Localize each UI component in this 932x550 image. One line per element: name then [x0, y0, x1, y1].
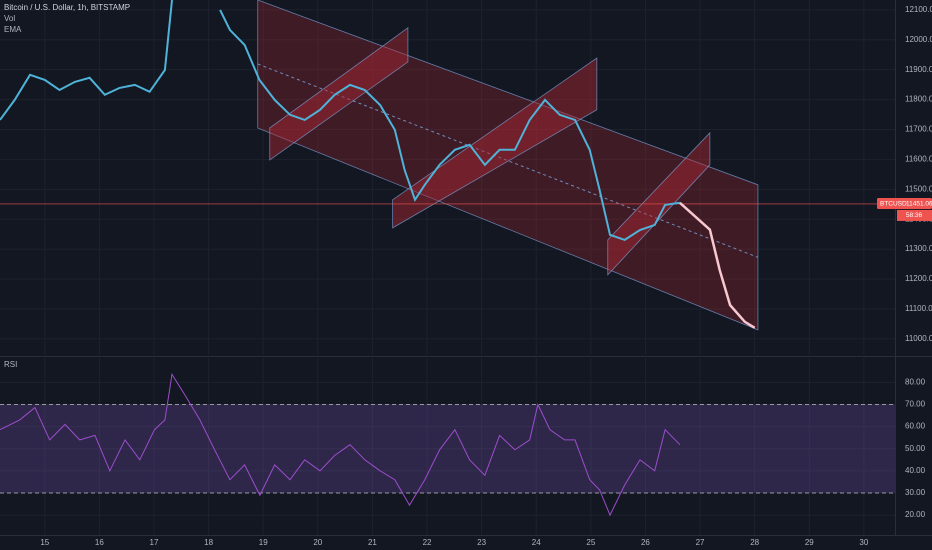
y-tick-label: 50.00	[905, 444, 926, 453]
x-tick-label: 29	[805, 538, 814, 547]
x-tick-label: 30	[859, 538, 868, 547]
x-tick-label: 26	[641, 538, 650, 547]
rsi-pane	[0, 372, 895, 517]
countdown-box	[897, 209, 932, 221]
axes: 15 16 17 18 19 20 21 22 23 24 25 26 27 28 29 30 11000.00…	[40, 5, 932, 547]
y-tick-label: 30.00	[905, 488, 926, 497]
price-pane	[0, 0, 895, 331]
y-tick-label: 80.00	[905, 377, 926, 386]
x-tick-label: 27	[696, 538, 705, 547]
x-tick-label: 28	[750, 538, 759, 547]
series-line	[0, 372, 681, 517]
price-label: 11451.06	[906, 201, 932, 208]
x-tick-label: 18	[204, 538, 213, 547]
countdown-label: 58:36	[906, 212, 923, 219]
grid	[0, 0, 895, 535]
y-tick-label: 11800.00	[905, 95, 932, 104]
x-tick-label: 23	[477, 538, 486, 547]
chart-title: Bitcoin / U.S. Dollar, 1h, BITSTAMP	[4, 3, 130, 12]
y-tick-label: 11600.00	[905, 155, 932, 164]
x-tick-label: 24	[532, 538, 541, 547]
price-label-box	[877, 197, 932, 209]
y-tick-label: 12000.00	[905, 35, 932, 44]
x-tick-label: 22	[423, 538, 432, 547]
y-tick-label: 11900.00	[905, 65, 932, 74]
y-tick-label: 40.00	[905, 466, 926, 475]
x-tick-label: 15	[40, 538, 49, 547]
x-tick-label: 21	[368, 538, 377, 547]
y-tick-label: 11300.00	[905, 244, 932, 253]
series-line	[0, 0, 681, 242]
channel	[269, 27, 409, 161]
y-tick-label: 70.00	[905, 400, 926, 409]
channel-midline	[257, 63, 759, 258]
pane-title: RSI	[4, 360, 17, 369]
x-tick-label: 20	[313, 538, 322, 547]
legend-item: EMA	[4, 25, 22, 34]
x-tick-label: 17	[150, 538, 159, 547]
y-tick-label: 11200.00	[905, 274, 932, 283]
projection-line	[679, 201, 756, 329]
x-tick-label: 16	[95, 538, 104, 547]
y-tick-label: 12100.00	[905, 5, 932, 14]
symbol-label: BTCUSD	[880, 201, 907, 208]
x-tick-label: 19	[259, 538, 268, 547]
rsi-band	[0, 404, 895, 493]
y-tick-label: 11100.00	[905, 304, 932, 313]
y-tick-label: 60.00	[905, 422, 926, 431]
y-tick-label: 11500.00	[905, 184, 932, 193]
y-tick-label: 11700.00	[905, 125, 932, 134]
y-tick-label: 11000.00	[905, 334, 932, 343]
legend-item: Vol	[4, 14, 15, 23]
x-tick-label: 25	[586, 538, 595, 547]
y-tick-label: 20.00	[905, 510, 926, 519]
